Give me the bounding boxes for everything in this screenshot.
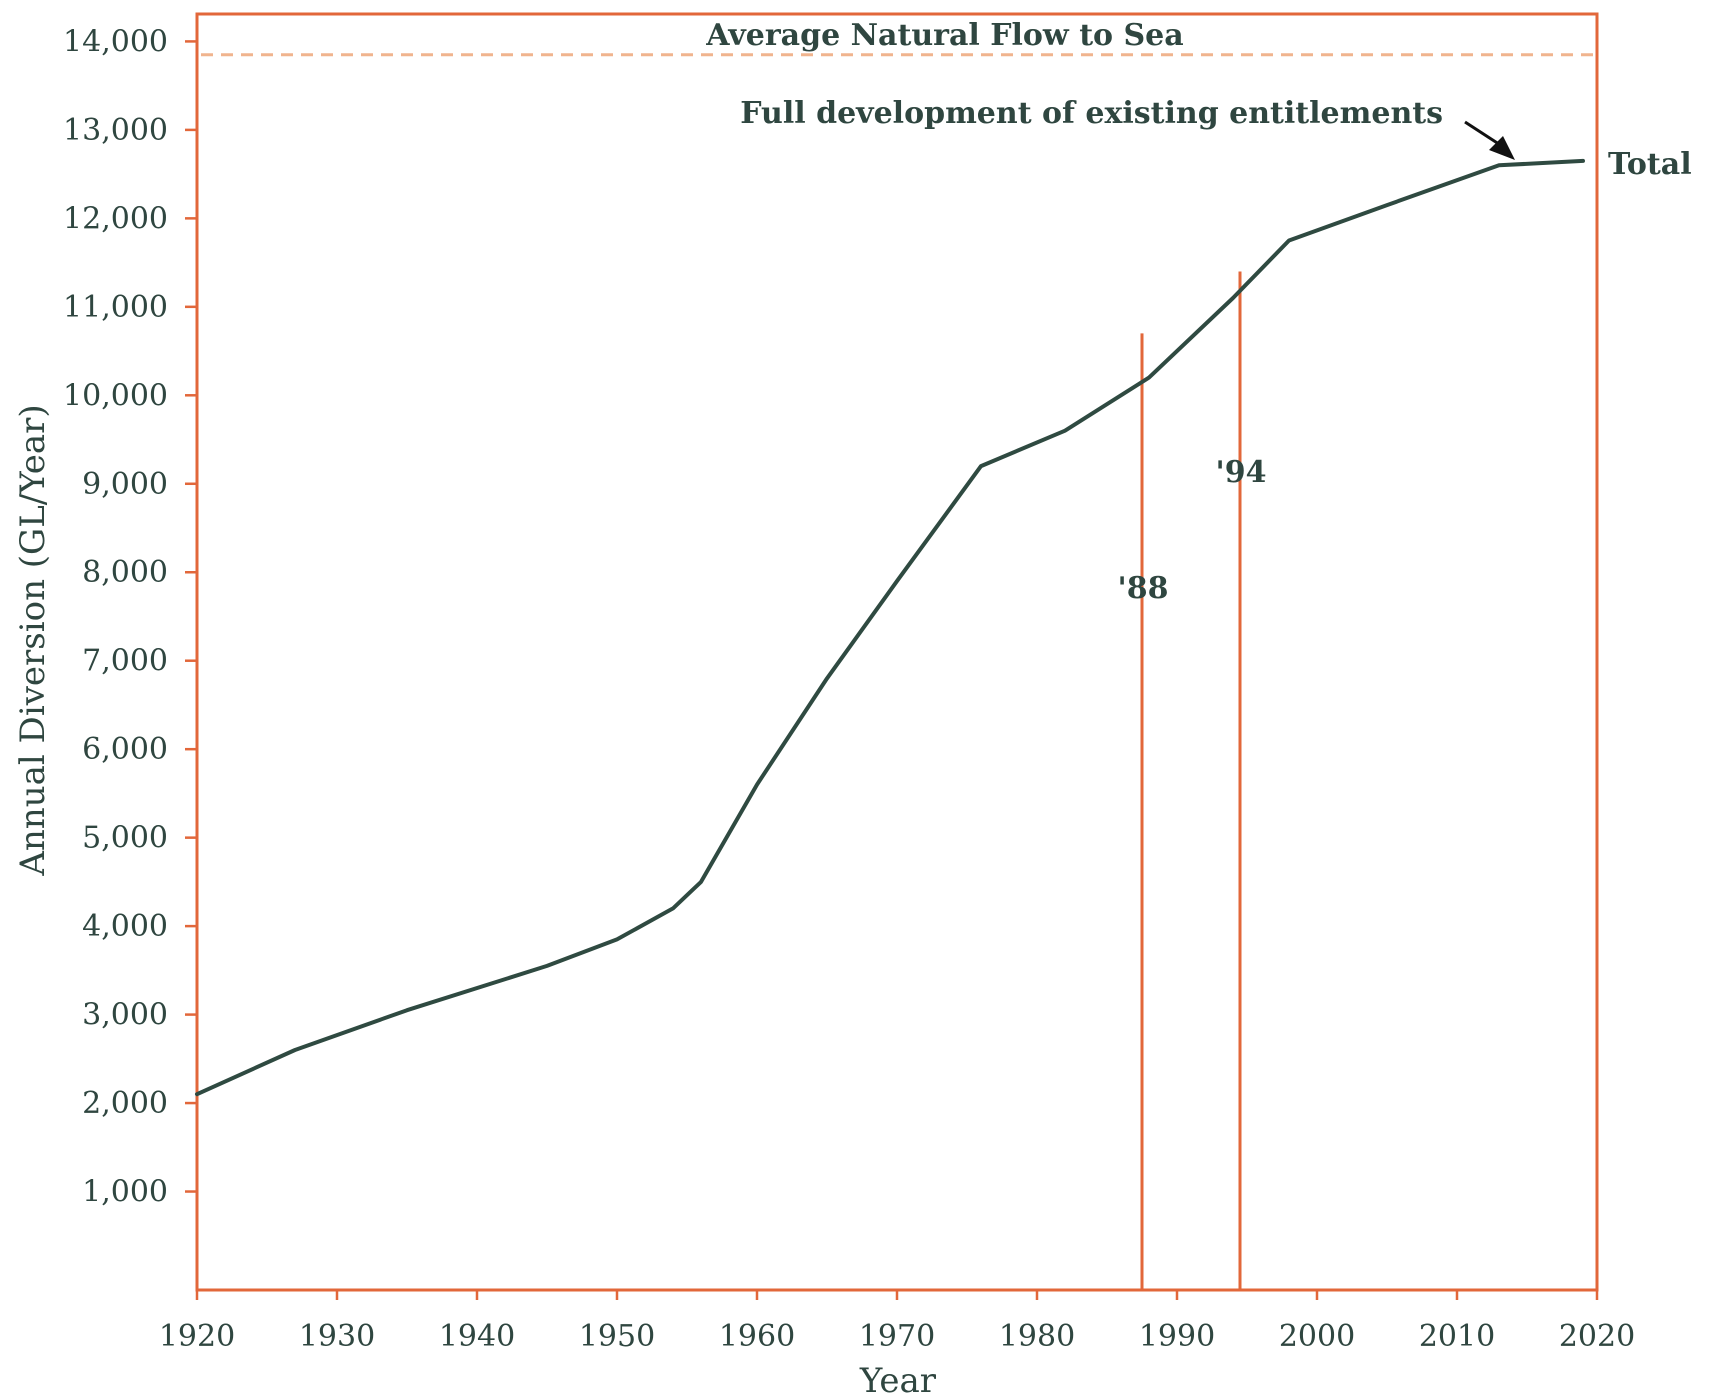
x-tick-label-2: 1940 xyxy=(439,1319,515,1354)
x-tick-label-3: 1950 xyxy=(579,1319,655,1354)
arrow-head xyxy=(1489,136,1515,160)
x-tick-label-7: 1990 xyxy=(1139,1319,1215,1354)
x-tick-label-0: 1920 xyxy=(159,1319,235,1354)
y-tick-label-0: 1,000 xyxy=(82,1175,168,1210)
y-tick-label-6: 7,000 xyxy=(82,644,168,679)
y-tick-label-7: 8,000 xyxy=(82,555,168,590)
y-tick-label-3: 4,000 xyxy=(82,909,168,944)
y-axis-title: Annual Diversion (GL/Year) xyxy=(13,404,53,876)
total-series-line xyxy=(195,158,1585,1097)
marker-label-0: '88 xyxy=(1118,571,1169,606)
total-series-label: Total xyxy=(1608,147,1692,182)
x-tick-label-1: 1930 xyxy=(299,1319,375,1354)
natural-flow-label: Average Natural Flow to Sea xyxy=(705,18,1183,53)
x-tick-label-9: 2010 xyxy=(1419,1319,1495,1354)
x-tick-label-6: 1980 xyxy=(999,1319,1075,1354)
y-tick-label-8: 9,000 xyxy=(82,467,168,502)
full-development-annotation: Full development of existing entitlement… xyxy=(740,96,1443,131)
marker-label-1: '94 xyxy=(1216,455,1267,490)
y-tick-label-9: 10,000 xyxy=(63,378,168,413)
y-tick-label-2: 3,000 xyxy=(82,998,168,1033)
y-tick-label-1: 2,000 xyxy=(82,1086,168,1121)
y-tick-label-10: 11,000 xyxy=(63,290,168,325)
x-axis-title: Year xyxy=(859,1361,937,1398)
x-tick-label-5: 1970 xyxy=(859,1319,935,1354)
x-tick-label-8: 2000 xyxy=(1279,1319,1355,1354)
x-tick-label-4: 1960 xyxy=(719,1319,795,1354)
y-tick-label-4: 5,000 xyxy=(82,821,168,856)
y-tick-label-11: 12,000 xyxy=(63,201,168,236)
y-tick-label-12: 13,000 xyxy=(63,113,168,148)
y-tick-label-13: 14,000 xyxy=(63,24,168,59)
y-tick-label-5: 6,000 xyxy=(82,732,168,767)
x-tick-label-10: 2020 xyxy=(1559,1319,1635,1354)
